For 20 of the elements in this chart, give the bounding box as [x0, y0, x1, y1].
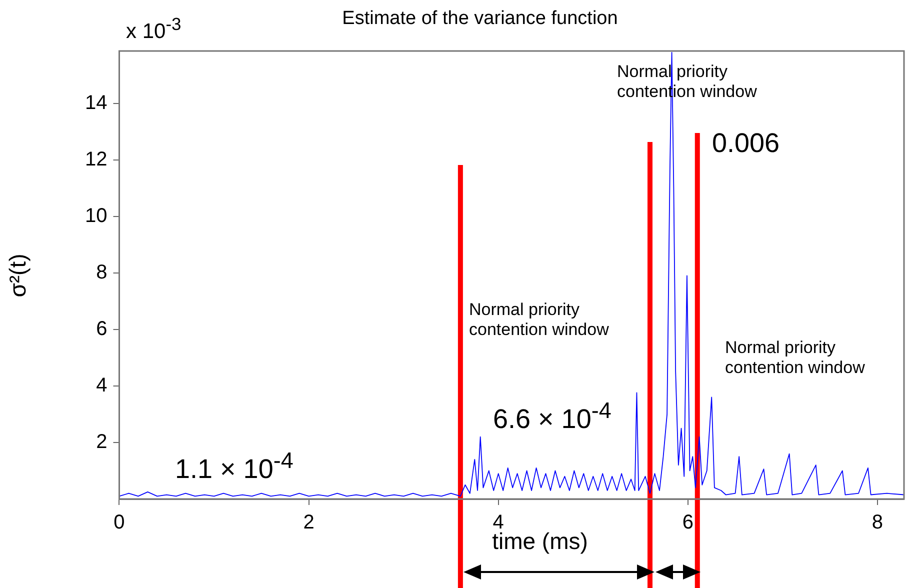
annotation: 1.1 × 10$^{-4}$ [175, 448, 294, 486]
y-tick-label: 2 [96, 430, 108, 453]
y-tick-label: 14 [84, 92, 108, 114]
annotation: 0.006 [712, 128, 780, 160]
x-tick-label: 8 [872, 512, 884, 534]
annotation: Normal priority contention window [469, 300, 609, 340]
text: x 10$^{-3}$ [126, 14, 182, 44]
y-tick-label: 6 [96, 318, 108, 340]
y-tick-label: 4 [96, 374, 108, 396]
x-tick-label: 2 [303, 512, 314, 534]
y-axis-title: σ²(t) [4, 252, 32, 300]
y-tick-label: 12 [84, 148, 108, 170]
x-axis-title: time (ms) [491, 528, 589, 555]
annotation: Normal priority contention window [725, 338, 865, 378]
x-tick-label: 0 [114, 512, 125, 534]
chart-title: Estimate of the variance function [341, 8, 619, 30]
annotation: 6.6 × 10$^{-4}$ [493, 398, 612, 436]
y-tick-label: 10 [84, 204, 108, 227]
y-tick-label: 8 [96, 261, 108, 284]
x-tick-label: 6 [682, 512, 694, 534]
